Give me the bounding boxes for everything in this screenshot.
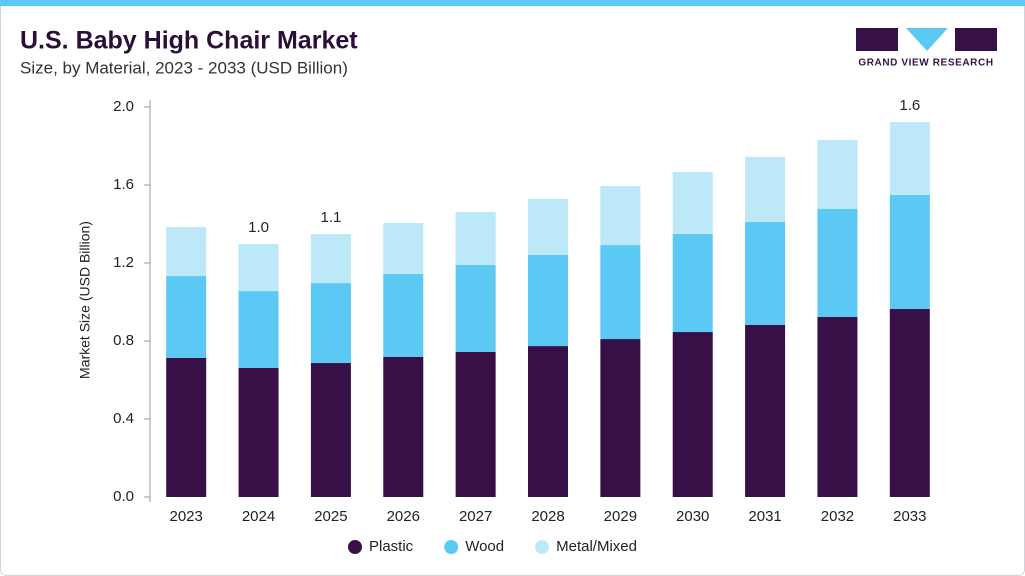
bar-segment	[672, 171, 713, 234]
logo-block	[955, 28, 997, 51]
bar-segment	[455, 264, 496, 352]
y-tick-label: 1.6	[113, 176, 134, 193]
brand: GRAND VIEW RESEARCH	[858, 58, 993, 69]
bar-segment	[383, 273, 424, 357]
bar-segment	[889, 194, 930, 310]
bar-segment	[238, 291, 279, 368]
x-tick-label: 2029	[604, 508, 637, 525]
x-tick-label: 2032	[821, 508, 854, 525]
bar-segment	[238, 367, 279, 497]
bar-segment	[600, 339, 641, 497]
bar-segment	[817, 317, 858, 497]
bar-annotation: 1.1	[320, 209, 341, 226]
bar-segment	[889, 309, 930, 497]
bar-segment	[166, 357, 207, 497]
y-tick-label: 1.2	[113, 254, 134, 271]
bar-segment	[383, 356, 424, 497]
bar-annotation: 1.0	[248, 219, 269, 236]
bar-annotation: 1.6	[899, 97, 920, 114]
bar-segment	[889, 122, 930, 195]
bar-segment	[745, 222, 786, 326]
x-tick-label: 2025	[314, 508, 347, 525]
bar-segment	[528, 199, 568, 256]
bar-segment	[310, 283, 351, 364]
bar-segment	[600, 185, 641, 246]
bar-segment	[817, 139, 858, 209]
legend-swatch	[348, 540, 362, 554]
legend-label: Wood	[465, 538, 504, 555]
bar-segment	[455, 351, 496, 497]
x-tick-label: 2026	[387, 508, 420, 525]
y-axis-label: Market Size (USD Billion)	[77, 221, 93, 379]
legend-label: Metal/Mixed	[556, 538, 637, 555]
bar-segment	[745, 325, 786, 497]
top-strip	[0, 0, 1025, 6]
x-tick-label: 2024	[242, 508, 275, 525]
y-tick-label: 2.0	[113, 98, 134, 115]
bar-segment	[528, 255, 568, 347]
logo-block	[906, 28, 948, 51]
bar-segment	[166, 276, 207, 358]
chart-subtitle: Size, by Material, 2023 - 2033 (USD Bill…	[20, 58, 348, 77]
bar-segment	[600, 245, 641, 340]
x-tick-label: 2023	[169, 508, 202, 525]
bar-segment	[310, 233, 351, 284]
legend-label: Plastic	[369, 538, 414, 555]
bar-segment	[383, 223, 424, 274]
logo: GRAND VIEW RESEARCH	[856, 28, 997, 69]
x-tick-label: 2027	[459, 508, 492, 525]
y-tick-label: 0.8	[113, 332, 134, 349]
legend-swatch	[535, 540, 550, 554]
logo-block	[856, 28, 898, 51]
bar-segment	[672, 332, 713, 497]
bar-segment	[817, 208, 858, 318]
x-tick-label: 2033	[893, 508, 926, 525]
x-tick-label: 2028	[531, 508, 564, 525]
bar-segment	[528, 346, 568, 497]
y-tick-label: 0.4	[113, 410, 134, 427]
chart-title: U.S. Baby High Chair Market	[20, 27, 358, 55]
bar-segment	[745, 156, 786, 223]
legend-swatch	[444, 540, 459, 554]
bar-segment	[166, 226, 207, 277]
bar-segment	[455, 211, 496, 265]
x-tick-label: 2030	[676, 508, 709, 525]
bar-segment	[672, 233, 713, 333]
bar-segment	[238, 244, 279, 292]
x-tick-label: 2031	[748, 508, 781, 525]
y-tick-label: 0.0	[113, 488, 134, 505]
bar-segment	[310, 363, 351, 497]
